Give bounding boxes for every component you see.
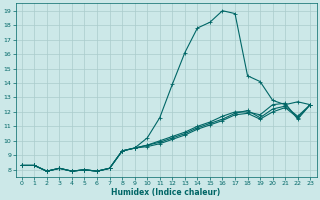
X-axis label: Humidex (Indice chaleur): Humidex (Indice chaleur): [111, 188, 221, 197]
